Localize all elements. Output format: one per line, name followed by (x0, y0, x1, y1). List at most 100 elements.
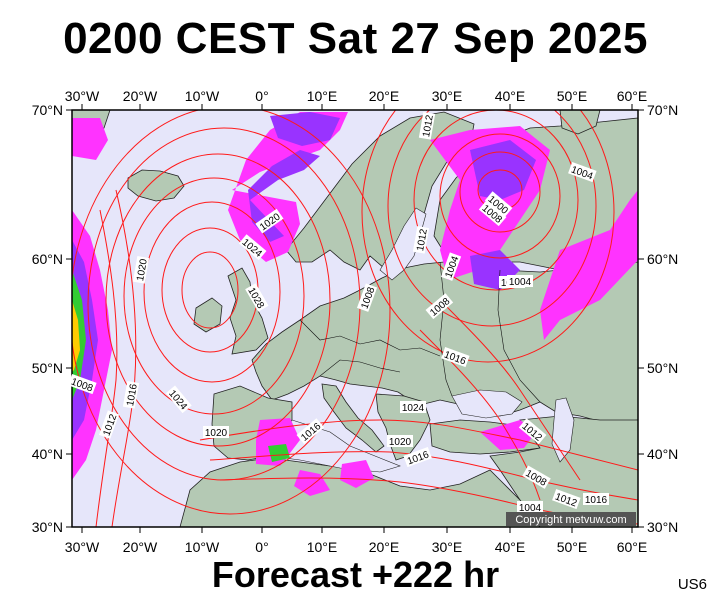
copyright-text: Copyright metvuw.com (515, 514, 626, 526)
bottom-longitude-ticks: 30°W 20°W 10°W 0° 10°E 20°E 30°E 40°E 50°E 60°E (65, 527, 647, 555)
lon-label-bottom: 30°W (65, 539, 100, 555)
isobar-label-text: 1020 (389, 437, 412, 448)
novaya-zemlya (559, 110, 601, 135)
isobar-label-text: 1016 (125, 383, 140, 407)
isobar-label-bg (412, 225, 430, 254)
isobar-label-text: 1020 (205, 428, 228, 439)
lat-label-left: 70°N (32, 102, 63, 118)
lon-label-top: 0° (255, 88, 268, 104)
isobar-label-text: 1004 (509, 277, 532, 288)
north-africa (179, 457, 541, 527)
isobar-label-bg (165, 385, 192, 414)
isobar-label-bg (403, 446, 432, 468)
lon-label-bottom: 0° (255, 539, 268, 555)
chart-title: 0200 CEST Sat 27 Sep 2025 (63, 14, 648, 63)
isobar-label: 1020 (132, 255, 150, 284)
isobar-label-bg (522, 465, 551, 489)
isobar-label: 1024 (400, 401, 426, 414)
isobar-label-bg (68, 373, 97, 395)
isobar-label: 1012 (412, 225, 430, 254)
lon-label-bottom: 10°W (185, 539, 220, 555)
isobar-label-bg (203, 426, 229, 438)
lat-label-right: 50°N (647, 360, 678, 376)
lat-label-left: 60°N (32, 251, 63, 267)
lon-label-bottom: 20°W (123, 539, 158, 555)
isobar-label-bg (418, 111, 436, 140)
isobar-label: 1020 (203, 426, 229, 439)
isobar-label-bg (518, 418, 547, 445)
isobar-label: 1016 (583, 493, 609, 506)
isobar-label-bg (400, 401, 426, 413)
isobar-label-bg (484, 191, 513, 218)
model-code: US6 (677, 576, 707, 593)
isobar-label-bg (356, 283, 378, 312)
isobar-label-bg (98, 410, 120, 439)
isobar-label-bg (132, 255, 150, 284)
isobar-label-bg (441, 346, 470, 368)
lat-label-right: 30°N (647, 519, 678, 535)
left-latitude-ticks: 70°N 60°N 50°N 40°N 30°N (32, 102, 72, 535)
top-longitude-ticks: 30°W 20°W 10°W 0° 10°E 20°E 30°E 40°E 50°E 60°E (65, 88, 647, 110)
isobar-label: 1004 (507, 275, 533, 288)
lon-label-top: 30°E (432, 88, 463, 104)
lon-label-top: 40°E (495, 88, 526, 104)
lat-label-right: 40°N (647, 446, 678, 462)
isobar-label: 1020 (387, 435, 413, 448)
black-sea (451, 389, 523, 419)
copyright-box (506, 512, 636, 526)
precip-africa (294, 470, 330, 496)
isobar-label-bg (440, 252, 462, 281)
lon-label-top: 20°E (369, 88, 400, 104)
lon-label-bottom: 50°E (557, 539, 588, 555)
lon-label-bottom: 30°E (432, 539, 463, 555)
lon-label-bottom: 40°E (495, 539, 526, 555)
isobar-label-bg (507, 275, 533, 287)
isobar-label-bg (255, 208, 284, 234)
forecast-label: Forecast +222 hr (211, 554, 500, 595)
isobar-label: 1004 (517, 501, 543, 514)
lon-label-top: 50°E (557, 88, 588, 104)
right-latitude-ticks: 70°N 60°N 50°N 40°N 30°N (638, 102, 678, 535)
isobar-label-bg (245, 283, 269, 312)
precip-greenland (72, 118, 108, 160)
lat-label-right: 60°N (647, 251, 678, 267)
isobar-label-bg (296, 418, 325, 445)
isobar-label-bg (425, 293, 454, 320)
isobar-label-bg (478, 200, 507, 227)
precip-sicily (340, 460, 374, 488)
isobar-label-bg (552, 488, 581, 510)
ireland (193, 297, 223, 333)
isobar-label-bg (387, 435, 413, 447)
precip-norway-north (270, 112, 340, 146)
lat-label-left: 50°N (32, 360, 63, 376)
isobar-label-bg (568, 161, 597, 183)
lat-label-right: 70°N (647, 102, 678, 118)
baltic-sea (379, 207, 427, 281)
continental-europe (251, 261, 638, 425)
isobar-label-bg (583, 493, 609, 505)
isobar-label-text: 1012 (415, 228, 430, 252)
isobar-label-bg (517, 501, 543, 513)
precip-med-west-core (268, 444, 290, 462)
isobar-label-text: 1020 (135, 258, 150, 282)
lon-label-top: 60°E (617, 88, 648, 104)
lon-label-top: 20°W (123, 88, 158, 104)
lon-label-bottom: 10°E (307, 539, 338, 555)
isobar-label-bg (238, 234, 267, 261)
lon-label-bottom: 60°E (617, 539, 648, 555)
lon-label-top: 10°E (307, 88, 338, 104)
isobar-label: 1016 (122, 380, 140, 409)
lat-label-left: 30°N (32, 519, 63, 535)
isobar-label-bg (122, 380, 140, 409)
lon-label-bottom: 20°E (369, 539, 400, 555)
isobar-label-text: 1016 (585, 495, 608, 506)
lon-label-top: 10°W (185, 88, 220, 104)
borders (299, 261, 541, 403)
lat-label-left: 40°N (32, 446, 63, 462)
map-frame (71, 109, 639, 528)
lon-label-top: 30°W (65, 88, 100, 104)
isobar-label-text: 1024 (402, 403, 425, 414)
isobar-label-text: 1004 (519, 503, 542, 514)
